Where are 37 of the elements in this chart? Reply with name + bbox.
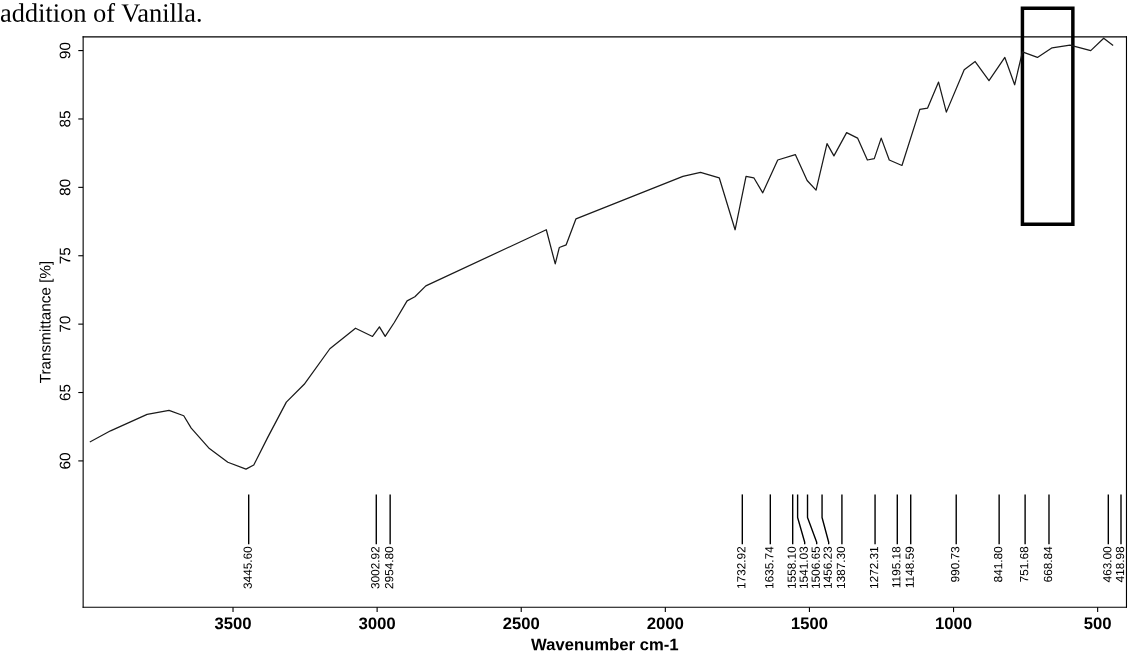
- annotation: 1272.31: [869, 546, 879, 589]
- x-tick-label: 2000: [647, 617, 684, 630]
- annotation: 3445.60: [243, 546, 252, 589]
- annotation: 418.98: [1115, 546, 1125, 583]
- annotation: 3002.92: [371, 546, 380, 589]
- annotation: 1541.03: [799, 546, 808, 589]
- annotation: 841.80: [993, 546, 1003, 582]
- x-tick-label: 2500: [503, 617, 540, 630]
- x-tick-label: 3500: [214, 617, 251, 630]
- y-axis-title: Transmittance [%]: [39, 261, 54, 383]
- x-axis-title: Wavenumber cm-1: [531, 638, 679, 651]
- x-tick-label: 500: [1084, 617, 1111, 630]
- y-tick-label: 85: [59, 111, 71, 127]
- annotation: 1506.65: [811, 546, 820, 589]
- annotation: 1195.18: [892, 546, 901, 588]
- annotation: 463.00: [1103, 546, 1112, 583]
- annotation: 2954.80: [384, 546, 394, 589]
- annotation: 1387.30: [836, 546, 846, 589]
- y-tick-label: 80: [59, 179, 71, 196]
- annotation: 1456.23: [823, 546, 832, 589]
- y-tick-label: 70: [59, 316, 71, 332]
- annotation: 1558.10: [787, 546, 796, 589]
- y-tick-label: 65: [59, 384, 71, 401]
- annotation: 668.84: [1043, 546, 1053, 582]
- y-tick-label: 90: [59, 42, 71, 59]
- line-series: [89, 37, 1114, 470]
- text: addition of Vanilla.: [0, 3, 201, 23]
- x-tick-label: 3000: [358, 617, 395, 630]
- x-tick-label: 1500: [791, 617, 828, 630]
- y-tick-label: 60: [59, 453, 71, 469]
- annotation: 1732.92: [737, 546, 746, 589]
- x-tick-label: 1000: [936, 617, 972, 630]
- annotation: 1635.74: [765, 546, 774, 589]
- annotation: 751.68: [1019, 546, 1029, 582]
- y-tick-label: 75: [59, 247, 71, 264]
- annotation: 990.73: [951, 546, 960, 582]
- annotation: 1148.59: [905, 546, 914, 588]
